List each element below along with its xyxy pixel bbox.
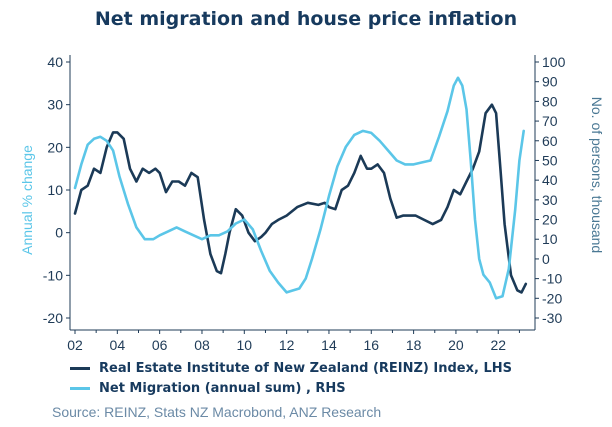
legend-swatch-migration bbox=[70, 386, 90, 390]
right-tick-label: 60 bbox=[542, 133, 558, 149]
x-tick-label: 14 bbox=[321, 337, 337, 353]
legend-label-migration: Net Migration (annual sum) , RHS bbox=[99, 380, 346, 396]
right-tick-label: -30 bbox=[542, 310, 562, 326]
left-tick-label: 20 bbox=[47, 139, 63, 155]
right-tick-label: 20 bbox=[542, 212, 558, 228]
legend-item-migration: Net Migration (annual sum) , RHS bbox=[70, 378, 512, 398]
x-tick-label: 12 bbox=[279, 337, 295, 353]
chart-title: Net migration and house price inflation bbox=[94, 8, 518, 30]
series-line-migration bbox=[73, 76, 526, 300]
right-tick-label: -20 bbox=[542, 290, 562, 306]
x-tick-label: 08 bbox=[194, 337, 210, 353]
right-tick-label: 50 bbox=[542, 152, 558, 168]
chart-legend: Real Estate Institute of New Zealand (RE… bbox=[70, 358, 512, 398]
left-tick-label: 0 bbox=[55, 225, 63, 241]
x-tick-label: 20 bbox=[448, 337, 464, 353]
legend-swatch-reinz bbox=[70, 366, 90, 370]
right-tick-label: 80 bbox=[542, 93, 558, 109]
x-tick-label: 06 bbox=[152, 337, 168, 353]
right-tick-label: -10 bbox=[542, 271, 562, 287]
right-tick-label: 90 bbox=[542, 74, 558, 90]
source-note: Source: REINZ, Stats NZ Macrobond, ANZ R… bbox=[52, 404, 382, 420]
left-axis-title: Annual % change bbox=[19, 145, 35, 255]
left-tick-label: 10 bbox=[47, 182, 63, 198]
left-tick-label: -10 bbox=[43, 267, 63, 283]
x-tick-label: 22 bbox=[490, 337, 506, 353]
right-tick-label: 100 bbox=[542, 54, 566, 70]
left-tick-label: 30 bbox=[47, 97, 63, 113]
right-tick-label: 40 bbox=[542, 172, 558, 188]
x-tick-label: 10 bbox=[237, 337, 253, 353]
x-tick-label: 02 bbox=[67, 337, 83, 353]
x-tick-label: 18 bbox=[406, 337, 422, 353]
x-tick-label: 16 bbox=[363, 337, 379, 353]
right-tick-label: 10 bbox=[542, 231, 558, 247]
right-axis-title: No. of persons, thousand bbox=[589, 97, 605, 253]
x-tick-label: 04 bbox=[110, 337, 126, 353]
series-line-reinz bbox=[73, 103, 528, 294]
left-tick-label: -20 bbox=[43, 310, 63, 326]
right-tick-label: 0 bbox=[542, 251, 550, 267]
right-tick-label: 30 bbox=[542, 192, 558, 208]
legend-item-reinz: Real Estate Institute of New Zealand (RE… bbox=[70, 358, 512, 378]
right-tick-label: 70 bbox=[542, 113, 558, 129]
left-tick-label: 40 bbox=[47, 54, 63, 70]
legend-label-reinz: Real Estate Institute of New Zealand (RE… bbox=[99, 360, 512, 376]
